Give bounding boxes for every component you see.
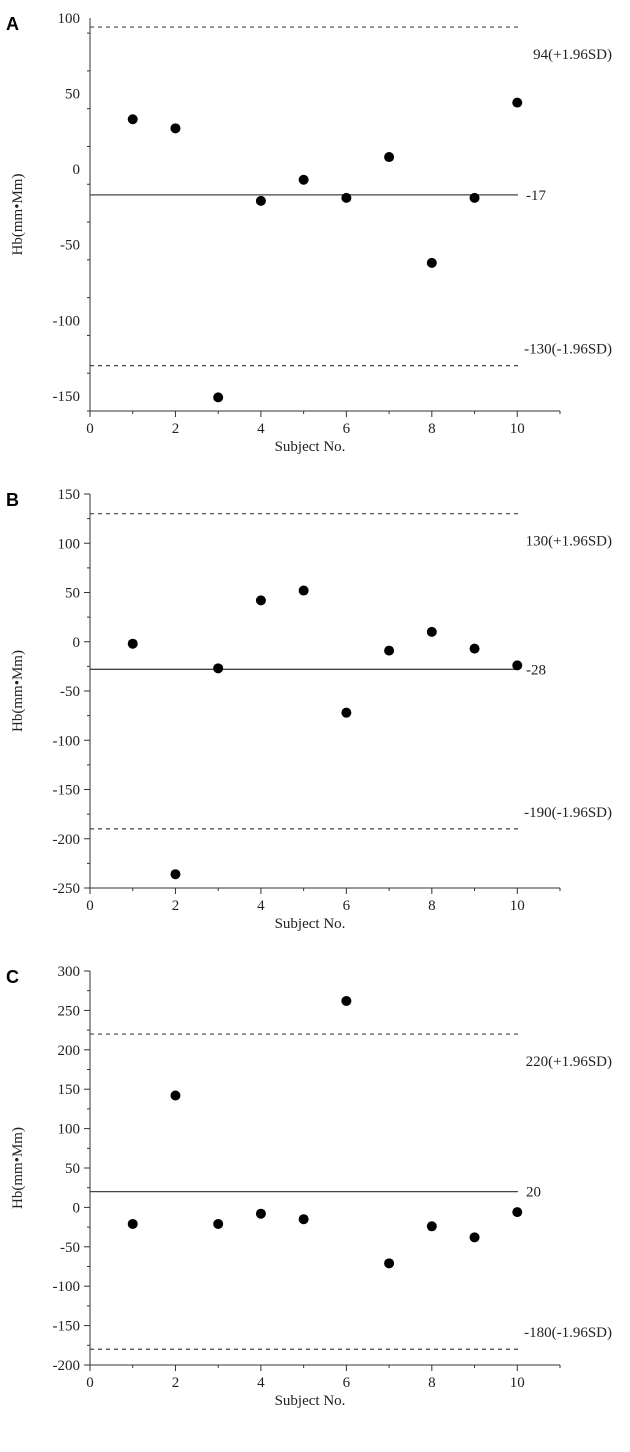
panel-c: C 300 250 200 150 100 50 0 -50 -100 -150 -200 0 2 4 6 8 1… (6, 964, 612, 1409)
panel-letter: B (6, 490, 19, 510)
x-axis-title: Subject No. (275, 439, 346, 455)
data-point (298, 585, 309, 596)
x-tick-label: 8 (428, 421, 436, 437)
y-tick-label: 0 (73, 1200, 81, 1216)
y-tick-label: -150 (53, 1319, 81, 1335)
y-tick-label: 50 (65, 87, 80, 103)
data-point (426, 1221, 437, 1232)
x-tick-label: 2 (172, 421, 180, 437)
limit-label: 130(+1.96SD) (526, 534, 612, 550)
data-point (512, 1207, 523, 1218)
x-tick-label: 6 (343, 898, 351, 914)
y-tick-label: 0 (73, 635, 81, 651)
y-tick-label: 50 (65, 586, 80, 602)
data-point (469, 192, 480, 203)
limit-label: -190(-1.96SD) (524, 805, 612, 821)
y-tick-label: -100 (53, 733, 81, 749)
y-axis-title: Hb(mm•Mm) (10, 1127, 26, 1209)
y-axis-title: Hb(mm•Mm) (10, 650, 26, 732)
y-tick-label: 100 (58, 11, 81, 27)
panel-letter: C (6, 967, 19, 987)
data-point (512, 97, 523, 108)
panel-a: A 100 50 0 -50 -100 -150 0 2 4 6 8 10 Subject No. Hb(m… (6, 11, 612, 455)
panel-letter: A (6, 14, 19, 34)
x-tick-label: 8 (428, 898, 436, 914)
data-point (469, 643, 480, 654)
y-tick-label: 150 (58, 1082, 81, 1098)
data-point (512, 660, 523, 671)
y-tick-label: -50 (60, 238, 80, 254)
data-point (298, 174, 309, 185)
data-point (384, 152, 395, 163)
y-tick-label: -150 (53, 783, 81, 799)
y-tick-label: -100 (53, 1279, 81, 1295)
y-tick-label: -50 (60, 684, 80, 700)
x-tick-label: 4 (257, 421, 265, 437)
y-tick-label: 100 (58, 536, 81, 552)
x-tick-label: 6 (343, 1375, 351, 1391)
x-tick-label: 0 (86, 421, 94, 437)
data-point (170, 1090, 181, 1101)
data-point (255, 1208, 266, 1219)
data-point (384, 645, 395, 656)
x-tick-label: 2 (172, 1375, 180, 1391)
y-tick-label: -100 (53, 313, 81, 329)
y-tick-label: -200 (53, 1358, 81, 1374)
data-point (298, 1214, 309, 1225)
x-tick-label: 10 (510, 898, 525, 914)
x-tick-label: 6 (343, 421, 351, 437)
mean-label: 20 (526, 1185, 541, 1201)
mean-label: -28 (526, 662, 546, 678)
y-tick-label: -200 (53, 832, 81, 848)
data-point (426, 626, 437, 637)
data-point (127, 114, 138, 125)
y-tick-label: 300 (58, 964, 81, 980)
x-tick-label: 4 (257, 1375, 265, 1391)
data-point (341, 192, 352, 203)
limit-label: 220(+1.96SD) (526, 1054, 612, 1070)
y-tick-label: -250 (53, 881, 81, 897)
y-tick-label: 250 (58, 1003, 81, 1019)
data-point (213, 1218, 224, 1229)
x-tick-label: 8 (428, 1375, 436, 1391)
data-point (213, 663, 224, 674)
limit-label: -180(-1.96SD) (524, 1325, 612, 1341)
x-tick-label: 10 (510, 1375, 525, 1391)
y-tick-label: 50 (65, 1161, 80, 1177)
y-tick-label: 100 (58, 1122, 81, 1138)
y-tick-label: -150 (53, 389, 81, 405)
x-tick-label: 0 (86, 1375, 94, 1391)
data-point (469, 1232, 480, 1243)
x-tick-label: 0 (86, 898, 94, 914)
data-point (384, 1258, 395, 1269)
data-point (127, 638, 138, 649)
data-point (255, 595, 266, 606)
y-tick-label: -50 (60, 1240, 80, 1256)
x-tick-label: 4 (257, 898, 265, 914)
limit-label: -130(-1.96SD) (524, 342, 612, 358)
y-axis-title: Hb(mm•Mm) (10, 174, 26, 256)
data-point (426, 257, 437, 268)
data-point (213, 392, 224, 403)
x-axis-title: Subject No. (275, 1393, 346, 1409)
data-point (170, 123, 181, 134)
x-tick-label: 2 (172, 898, 180, 914)
data-point (127, 1218, 138, 1229)
x-tick-label: 10 (510, 421, 525, 437)
y-tick-label: 200 (58, 1043, 81, 1059)
y-tick-label: 0 (73, 162, 81, 178)
data-point (255, 195, 266, 206)
x-axis-title: Subject No. (275, 916, 346, 932)
data-point (341, 995, 352, 1006)
y-tick-label: 150 (58, 487, 81, 503)
data-point (341, 707, 352, 718)
panel-b: B 150 100 50 0 -50 -100 -150 -200 -250 0 2 4 6 8 10 Subj… (6, 487, 612, 932)
data-point (170, 869, 181, 880)
mean-label: -17 (526, 188, 546, 204)
limit-label: 94(+1.96SD) (533, 47, 612, 63)
